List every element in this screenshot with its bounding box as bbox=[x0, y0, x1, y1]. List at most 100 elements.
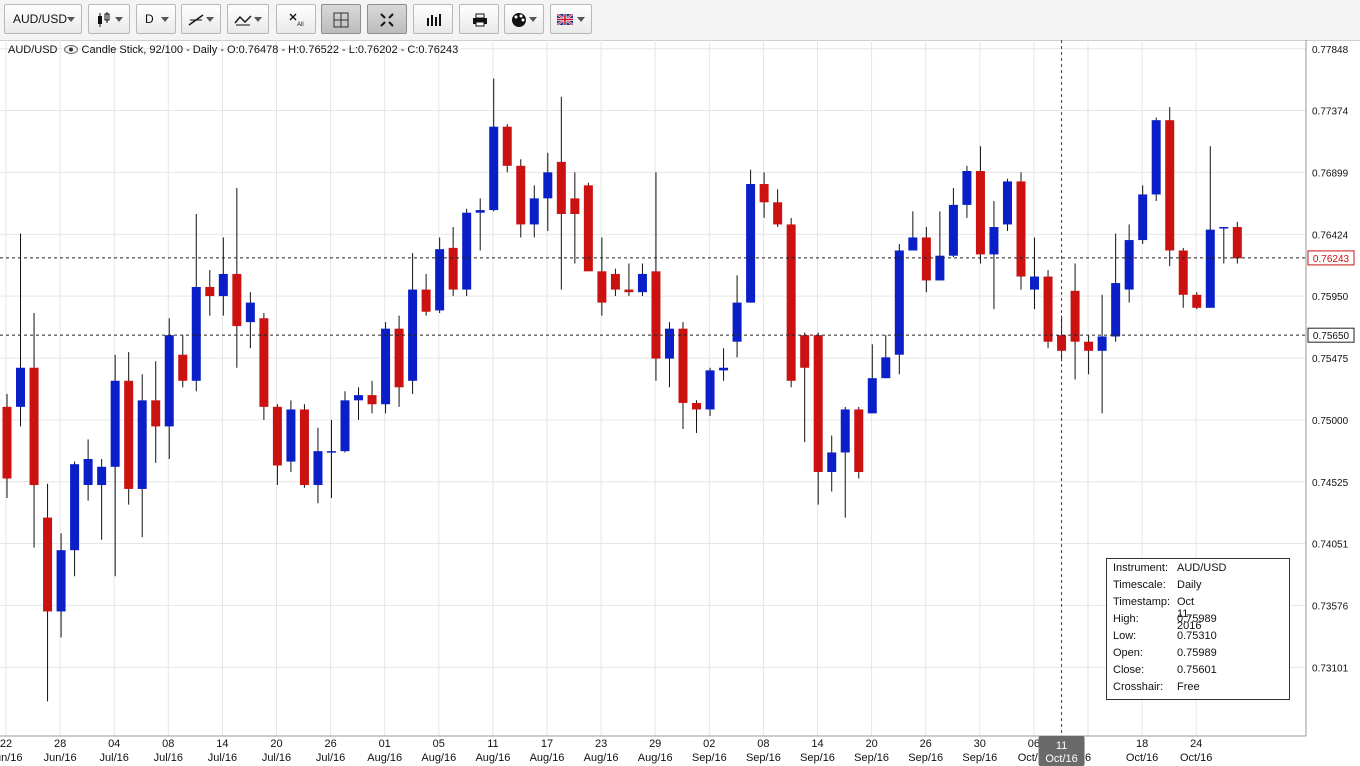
candle-body bbox=[435, 249, 445, 311]
timeframe-dropdown[interactable]: D bbox=[136, 4, 176, 34]
candle-body bbox=[97, 466, 107, 486]
time-tick-day: 06 bbox=[1028, 738, 1040, 750]
eye-icon[interactable] bbox=[63, 45, 78, 54]
time-tick-month: Aug/16 bbox=[421, 752, 456, 764]
crosshair-date-day: 11 bbox=[1056, 740, 1067, 752]
candle-body bbox=[813, 335, 823, 472]
candle bbox=[299, 404, 309, 488]
candle-body bbox=[286, 409, 296, 462]
candle bbox=[678, 322, 688, 429]
crosshair-button[interactable] bbox=[321, 4, 361, 34]
candle bbox=[692, 400, 702, 433]
candle-body bbox=[773, 202, 783, 225]
legend-ohlc: Candle Stick, 92/100 - Daily - O:0.76478… bbox=[81, 44, 459, 56]
candle-body bbox=[894, 250, 904, 355]
candle-body bbox=[232, 273, 242, 327]
candle bbox=[340, 391, 350, 453]
candle-body bbox=[367, 395, 377, 405]
candle-body bbox=[1178, 250, 1188, 295]
candle bbox=[448, 227, 458, 297]
candle bbox=[597, 237, 607, 316]
crosshair-date-tag: 11 Oct/16 bbox=[1038, 736, 1085, 766]
candle-body bbox=[381, 328, 391, 405]
delete-all-icon: All bbox=[289, 13, 304, 27]
print-button[interactable] bbox=[459, 4, 499, 34]
indicators-button[interactable] bbox=[413, 4, 453, 34]
time-tick-month: Aug/16 bbox=[367, 752, 402, 764]
candle bbox=[259, 313, 269, 420]
chart-type-button[interactable] bbox=[88, 4, 130, 34]
candle bbox=[313, 427, 323, 504]
candle bbox=[664, 322, 674, 388]
info-key: High: bbox=[1113, 613, 1139, 625]
candle-body bbox=[664, 328, 674, 359]
time-tick-month: Aug/16 bbox=[638, 752, 673, 764]
candle-body bbox=[854, 409, 864, 472]
candle bbox=[867, 344, 877, 414]
candle bbox=[326, 419, 336, 499]
candle-body bbox=[1030, 276, 1040, 290]
fullscreen-button[interactable] bbox=[367, 4, 407, 34]
language-button[interactable] bbox=[550, 4, 592, 34]
candle bbox=[137, 374, 147, 538]
current-price-label: 0.76243 bbox=[1313, 254, 1350, 265]
timeframe-label: D bbox=[145, 12, 154, 26]
candle-body bbox=[1205, 229, 1215, 308]
candle bbox=[381, 322, 391, 414]
candle-body bbox=[867, 378, 877, 414]
candle-body bbox=[1016, 181, 1026, 277]
info-value: 0.75989 bbox=[1177, 613, 1217, 625]
candle bbox=[232, 187, 242, 368]
price-tick-label: 0.76424 bbox=[1312, 230, 1349, 241]
chart-legend: AUD/USD Candle Stick, 92/100 - Daily - O:… bbox=[8, 44, 458, 56]
candle-body bbox=[299, 409, 309, 486]
candle bbox=[624, 263, 634, 297]
time-tick-day: 01 bbox=[379, 738, 391, 750]
info-value: 0.75989 bbox=[1177, 647, 1217, 659]
candle-body bbox=[732, 302, 742, 342]
candle-body bbox=[719, 367, 729, 371]
candle-body bbox=[746, 184, 756, 303]
candle bbox=[746, 169, 756, 303]
candle-body bbox=[178, 354, 188, 381]
candle bbox=[354, 387, 364, 420]
candle bbox=[218, 237, 228, 316]
delete-all-drawings-button[interactable]: All bbox=[276, 4, 316, 34]
price-tick-label: 0.77374 bbox=[1312, 107, 1349, 118]
info-key: Timestamp: bbox=[1113, 596, 1171, 608]
candle bbox=[164, 318, 174, 459]
candle-body bbox=[16, 367, 26, 407]
time-axis: 22 Jun/16 28 Jun/16 04 Jul/16 08 Jul/16 14 Jul/16… bbox=[0, 738, 1212, 764]
candle-body bbox=[245, 302, 255, 323]
time-tick-day: 26 bbox=[324, 738, 336, 750]
candle-body bbox=[164, 335, 174, 427]
candle-body bbox=[908, 237, 918, 251]
candle-body bbox=[1124, 240, 1134, 290]
candle bbox=[502, 124, 512, 173]
theme-button[interactable] bbox=[504, 4, 544, 34]
candle-body bbox=[786, 224, 796, 381]
candle-body bbox=[218, 273, 228, 297]
candle-body bbox=[394, 328, 404, 388]
candle bbox=[705, 367, 715, 416]
candle bbox=[773, 189, 783, 228]
candle bbox=[1205, 146, 1215, 308]
time-tick-day: 08 bbox=[757, 738, 769, 750]
candle-body bbox=[448, 247, 458, 290]
time-tick-month: Jul/16 bbox=[100, 752, 129, 764]
candle bbox=[556, 96, 566, 290]
candle bbox=[435, 237, 445, 314]
time-tick-day: 22 bbox=[0, 738, 12, 750]
candle-body bbox=[1165, 120, 1175, 251]
candle-body bbox=[610, 273, 620, 290]
price-chart[interactable]: 0.77848 0.77374 0.76899 0.76424 0.75950 0.754… bbox=[0, 40, 1360, 766]
draw-line-button[interactable] bbox=[181, 4, 221, 34]
candle bbox=[732, 275, 742, 358]
time-tick-month: 6 bbox=[1085, 752, 1091, 764]
candle-body bbox=[678, 328, 688, 403]
candle bbox=[1151, 117, 1161, 201]
candle-body bbox=[1232, 227, 1242, 259]
candle-body bbox=[705, 370, 715, 410]
symbol-dropdown[interactable]: AUD/USD bbox=[4, 4, 82, 34]
draw-tools-button[interactable] bbox=[227, 4, 269, 34]
